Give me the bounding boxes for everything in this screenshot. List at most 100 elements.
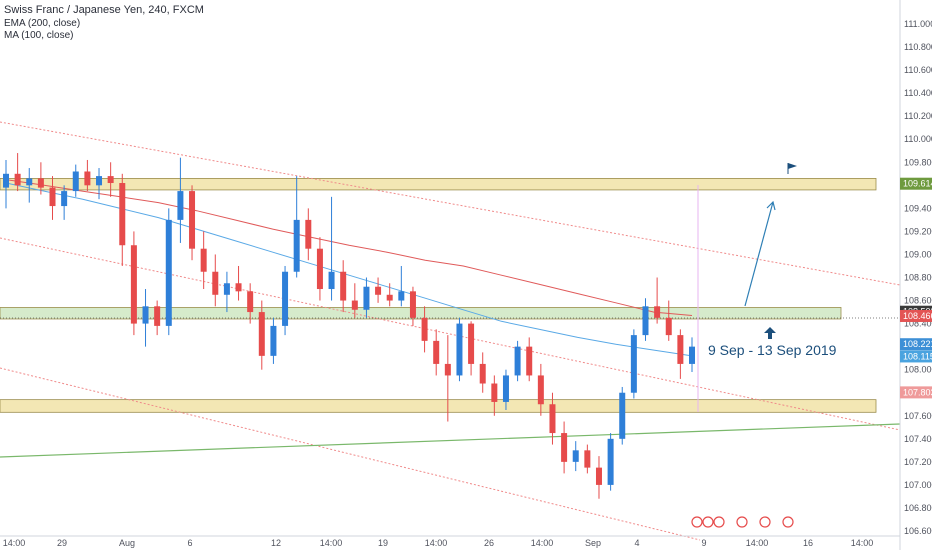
candle: [584, 444, 591, 474]
y-tick-label: 108.400: [904, 319, 932, 329]
event-icon[interactable]: [736, 516, 748, 528]
x-tick-label: 14:00: [531, 538, 554, 548]
x-tick-label: 29: [57, 538, 67, 548]
candle: [340, 260, 347, 313]
x-tick-label: 16: [803, 538, 813, 548]
price-badge-label: 108.115: [903, 351, 932, 361]
candle: [665, 300, 672, 341]
candle: [351, 283, 358, 318]
zone-1: [0, 307, 842, 320]
x-tick-label: 14:00: [425, 538, 448, 548]
x-tick-label: 19: [378, 538, 388, 548]
price-badge: 108.221: [900, 338, 932, 351]
y-tick-label: 110.200: [904, 111, 932, 121]
candle: [293, 176, 300, 278]
candle: [572, 441, 579, 472]
candle: [595, 456, 602, 499]
price-badge-label: 109.614: [903, 179, 932, 189]
candle: [514, 340, 521, 382]
candle: [619, 386, 626, 445]
candle: [3, 159, 9, 209]
candle: [72, 164, 79, 197]
candle: [84, 159, 91, 192]
trend-channel: [0, 121, 901, 541]
candle: [96, 168, 103, 200]
event-icon[interactable]: [702, 516, 714, 528]
y-tick-label: 110.800: [904, 42, 932, 52]
candle: [409, 286, 416, 326]
y-tick-label: 108.800: [904, 273, 932, 283]
candle: [119, 173, 126, 266]
y-tick-label: 107.400: [904, 434, 932, 444]
candle: [282, 265, 289, 336]
x-tick-label: 14:00: [3, 538, 26, 548]
x-tick-label: 6: [187, 538, 192, 548]
up-arrow-icon: [764, 327, 776, 339]
rising-trendline: [0, 423, 901, 458]
candle: [142, 289, 149, 347]
x-tick-label: Sep: [585, 538, 601, 548]
candlestick-series: [3, 153, 695, 499]
event-icon[interactable]: [782, 516, 794, 528]
candle: [130, 231, 137, 336]
y-tick-label: 108.000: [904, 365, 932, 375]
candle: [270, 317, 277, 364]
y-tick-label: 107.600: [904, 411, 932, 421]
candle: [154, 300, 161, 336]
y-tick-label: 109.400: [904, 203, 932, 213]
candle: [502, 369, 509, 411]
moving-averages: [5, 179, 693, 357]
candle: [398, 265, 405, 307]
candle: [537, 363, 544, 416]
y-tick-label: 106.600: [904, 526, 932, 536]
candle: [328, 196, 335, 301]
price-axis[interactable]: 111.000 110.800 110.600 110.400 110.200 110.0…: [904, 19, 932, 536]
zone-2: [0, 399, 877, 413]
channel-upper-line: [0, 121, 901, 286]
event-icon[interactable]: [713, 516, 725, 528]
event-icon[interactable]: [691, 516, 703, 528]
date-range-label: 9 Sep - 13 Sep 2019: [708, 342, 837, 358]
ema-line: [5, 179, 693, 316]
candle: [305, 208, 312, 261]
candle: [258, 300, 265, 370]
y-tick-label: 106.800: [904, 503, 932, 513]
candle: [642, 298, 649, 341]
ma-legend[interactable]: MA (100, close): [4, 30, 74, 41]
event-icon[interactable]: [759, 516, 771, 528]
candle: [491, 375, 498, 416]
y-tick-label: 109.200: [904, 226, 932, 236]
ema-legend[interactable]: EMA (200, close): [4, 18, 81, 29]
candle: [165, 208, 172, 336]
price-badge: 107.803: [900, 386, 932, 399]
candle: [444, 335, 451, 422]
support-resistance-zones: [0, 178, 877, 413]
price-badges: 109.614108.503108.466108.221108.115107.8…: [900, 177, 932, 399]
target-flag-icon: [787, 163, 797, 174]
economic-events: [691, 516, 794, 528]
y-tick-label: 110.000: [904, 134, 932, 144]
y-tick-label: 107.200: [904, 457, 932, 467]
candle: [386, 283, 393, 307]
candle: [107, 162, 114, 197]
y-tick-label: 110.400: [904, 88, 932, 98]
candle: [61, 185, 68, 220]
candle: [561, 421, 568, 474]
y-tick-label: 109.000: [904, 249, 932, 259]
y-tick-label: 108.600: [904, 296, 932, 306]
candle: [26, 168, 33, 203]
price-badge-label: 108.221: [903, 339, 932, 349]
price-badge-label: 107.803: [903, 387, 932, 397]
candle: [189, 185, 196, 261]
candle: [468, 321, 475, 376]
candle: [316, 237, 323, 301]
x-tick-label: 14:00: [746, 538, 769, 548]
y-tick-label: 107.000: [904, 480, 932, 490]
x-tick-label: 26: [484, 538, 494, 548]
channel-middle-line: [0, 237, 901, 431]
time-axis[interactable]: 14:00 29 Aug 6 12 14:00 19 14:00 26 14:00 Sep 4 9 14:…: [3, 538, 874, 548]
x-tick-label: 14:00: [851, 538, 874, 548]
candle: [14, 153, 21, 192]
candle: [375, 277, 382, 303]
